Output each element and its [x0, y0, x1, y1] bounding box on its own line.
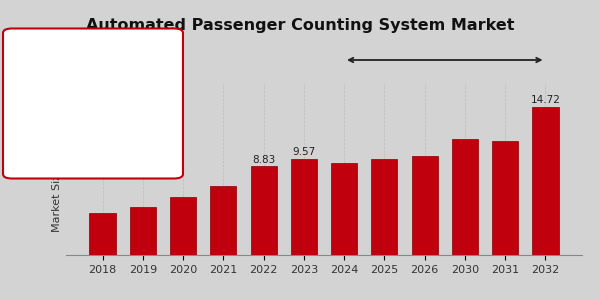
Bar	[412, 156, 438, 255]
Bar	[251, 166, 277, 255]
Bar	[130, 207, 156, 255]
Bar	[492, 141, 518, 255]
Text: (2024 – 2032): (2024 – 2032)	[52, 79, 134, 92]
Y-axis label: Market Size in USD Bn: Market Size in USD Bn	[52, 107, 62, 232]
Bar	[89, 213, 116, 255]
Bar	[331, 164, 357, 255]
Bar	[371, 159, 397, 255]
Text: 9.57: 9.57	[292, 147, 316, 157]
Text: CAGR: CAGR	[76, 55, 110, 68]
Text: Automated Passenger Counting System Market: Automated Passenger Counting System Mark…	[86, 18, 514, 33]
Bar	[291, 159, 317, 255]
Text: 8.83: 8.83	[252, 155, 275, 165]
Bar	[452, 139, 478, 255]
Bar	[210, 186, 236, 255]
Text: 6.58%: 6.58%	[64, 140, 122, 158]
Text: 14.72: 14.72	[530, 95, 560, 105]
Bar	[532, 107, 559, 255]
Bar	[170, 197, 196, 255]
